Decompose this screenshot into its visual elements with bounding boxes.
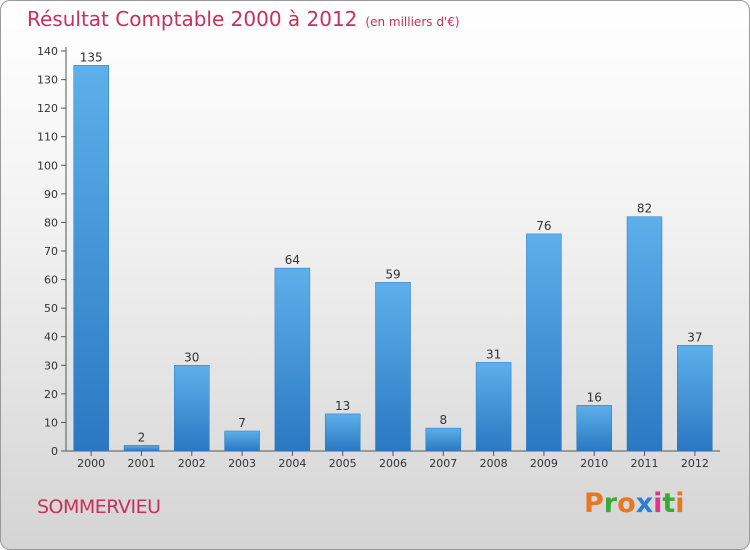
value-label: 13 [335,399,350,413]
value-label: 2 [138,430,146,444]
logo-letter: x [635,488,654,519]
y-tick-label: 20 [44,388,58,401]
bar-2012 [677,345,713,452]
bar-2008 [475,362,512,452]
y-tick-label: 90 [44,188,58,201]
bar-2007 [425,427,462,452]
value-label: 31 [486,347,501,361]
bar-2003 [224,430,260,452]
chart-title: Résultat Comptable 2000 à 2012 (en millie… [27,7,460,31]
y-tick-label: 0 [51,445,58,458]
x-tick-label: 2001 [127,457,155,470]
bar-2005 [324,413,361,452]
value-label: 37 [687,330,702,344]
logo-letter: t [662,488,676,519]
bar-2000 [73,65,109,452]
bar-2006 [375,282,411,452]
x-tick-label: 2007 [429,457,457,470]
value-label: 64 [285,253,300,267]
logo-letter: i [675,488,685,519]
bar-2011 [626,216,663,452]
value-label: 135 [80,50,103,64]
title-unit: (en milliers d'€) [365,15,460,29]
y-tick-label: 110 [37,131,58,144]
x-tick-label: 2000 [77,457,105,470]
x-tick-label: 2012 [681,457,709,470]
y-tick-label: 140 [37,45,58,58]
value-label: 59 [385,267,400,281]
bar-2010 [576,405,612,452]
y-tick-label: 70 [44,245,58,258]
y-tick-label: 40 [44,331,58,344]
x-tick-label: 2005 [329,457,357,470]
y-tick-label: 60 [44,274,58,287]
x-tick-label: 2011 [631,457,659,470]
y-tick-label: 50 [44,302,58,315]
y-tick-label: 10 [44,416,58,429]
y-tick-label: 80 [44,216,58,229]
bar-2001 [123,445,160,452]
logo-letter: P [584,488,604,519]
bar-2004 [274,267,311,452]
value-label: 82 [637,202,652,216]
x-tick-label: 2002 [178,457,206,470]
y-tick-label: 130 [37,74,58,87]
y-tick-label: 120 [37,102,58,115]
value-label: 76 [536,219,551,233]
bar-2009 [526,233,562,452]
x-tick-label: 2008 [480,457,508,470]
x-tick-label: 2004 [278,457,306,470]
x-tick-label: 2003 [228,457,256,470]
logo-letter: i [653,488,663,519]
title-text: Résultat Comptable 2000 à 2012 [27,7,358,31]
logo-letter: o [617,488,636,519]
proxiti-logo: Proxiti [584,488,685,519]
x-tick-label: 2006 [379,457,407,470]
y-tick-label: 30 [44,359,58,372]
y-tick-label: 100 [37,159,58,172]
logo-letter: r [603,488,618,519]
value-label: 30 [184,350,199,364]
value-label: 7 [238,416,246,430]
x-tick-label: 2009 [530,457,558,470]
value-label: 8 [439,413,447,427]
x-tick-label: 2010 [580,457,608,470]
value-label: 16 [587,390,602,404]
commune-name: SOMMERVIEU [37,496,161,518]
bar-2002 [174,365,210,452]
